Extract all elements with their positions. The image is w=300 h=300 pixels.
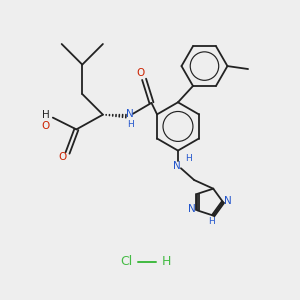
Text: H: H	[208, 217, 215, 226]
Text: H: H	[127, 120, 134, 129]
Text: H: H	[161, 255, 171, 268]
Text: N: N	[224, 196, 232, 206]
Text: N: N	[126, 109, 134, 119]
Text: N: N	[173, 161, 181, 171]
Text: Cl: Cl	[120, 255, 133, 268]
Text: O: O	[58, 152, 66, 162]
Text: N: N	[188, 204, 196, 214]
Text: H: H	[185, 154, 192, 163]
Text: O: O	[41, 121, 50, 131]
Text: O: O	[136, 68, 145, 78]
Text: H: H	[42, 110, 49, 120]
